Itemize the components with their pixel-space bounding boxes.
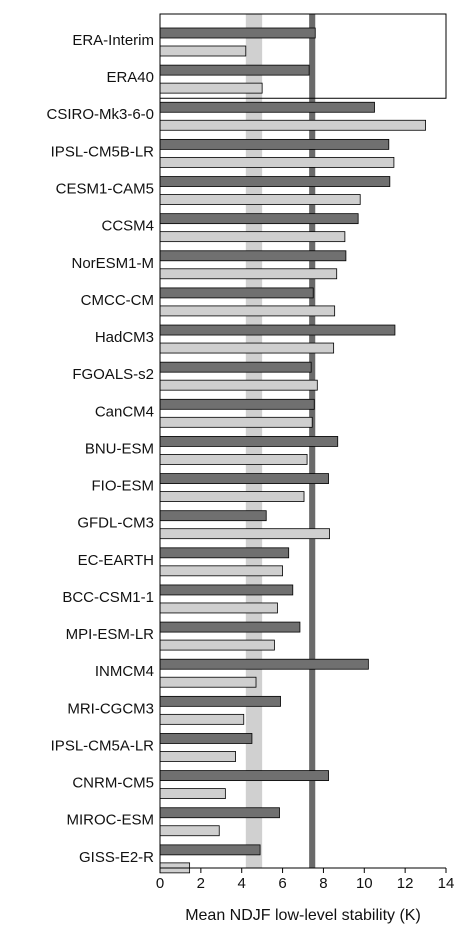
bar <box>159 231 346 243</box>
bar <box>159 713 245 725</box>
y-tick-label: GFDL-CM3 <box>77 515 154 532</box>
bar <box>159 268 338 280</box>
bar <box>159 213 359 225</box>
bar <box>159 639 275 651</box>
bar <box>159 342 335 354</box>
bar <box>159 565 283 577</box>
bar <box>159 695 281 707</box>
bar <box>159 510 267 522</box>
bar <box>159 491 305 502</box>
bar <box>159 324 396 336</box>
y-tick-label: CCSM4 <box>101 218 154 235</box>
bar <box>159 119 426 131</box>
y-tick-label: CanCM4 <box>95 403 154 420</box>
bar <box>159 473 329 484</box>
bar <box>159 250 347 262</box>
x-tick-label: 12 <box>397 875 414 892</box>
y-tick-label: FGOALS-s2 <box>72 366 154 383</box>
y-tick-label: CESM1-CAM5 <box>56 180 154 197</box>
y-tick-label: BNU-ESM <box>85 440 154 457</box>
bar <box>159 436 339 447</box>
bar <box>159 621 301 633</box>
x-tick-label: 0 <box>156 875 164 892</box>
bar <box>159 27 316 39</box>
bar <box>159 101 375 113</box>
x-tick-label: 4 <box>238 875 246 892</box>
bar <box>159 379 318 391</box>
x-axis-label: Mean NDJF low-level stability (K) <box>185 907 421 924</box>
y-tick-label: NorESM1-M <box>71 255 154 272</box>
bar <box>159 305 336 317</box>
y-tick-label: MRI-CGCM3 <box>67 700 154 717</box>
bar <box>159 64 310 76</box>
bar <box>159 751 236 762</box>
bar <box>159 454 308 465</box>
y-tick-label: CSIRO-Mk3-6-0 <box>46 106 154 123</box>
bar <box>159 658 369 670</box>
y-tick-label: MPI-ESM-LR <box>66 626 155 643</box>
bar <box>159 194 361 205</box>
y-tick-label: HadCM3 <box>95 329 154 346</box>
bar <box>159 733 253 744</box>
bar <box>159 156 395 168</box>
y-tick-label: ERA-Interim <box>72 32 154 49</box>
y-tick-label: INMCM4 <box>95 663 154 680</box>
y-tick-label: MIROC-ESM <box>67 812 155 829</box>
bar <box>159 361 312 373</box>
y-tick-label: ERA40 <box>106 69 154 86</box>
bar <box>159 398 315 410</box>
bar <box>159 807 280 819</box>
bar <box>159 547 290 559</box>
y-tick-label: EC-EARTH <box>78 552 154 569</box>
x-tick-label: 14 <box>438 875 455 892</box>
bar <box>159 676 257 688</box>
bar <box>159 825 220 837</box>
bar <box>159 287 314 299</box>
bar <box>159 45 247 57</box>
bar <box>159 82 263 94</box>
y-tick-label: CMCC-CM <box>81 292 154 309</box>
bar <box>159 844 261 856</box>
x-tick-label: 6 <box>278 875 286 892</box>
y-tick-label: FIO-ESM <box>92 478 155 495</box>
bar <box>159 788 226 800</box>
bar <box>159 416 313 428</box>
bar <box>159 176 391 187</box>
x-tick-label: 8 <box>319 875 327 892</box>
bar <box>159 602 278 614</box>
x-tick-label: 2 <box>197 875 205 892</box>
bar <box>159 770 329 782</box>
x-tick-label: 10 <box>356 875 373 892</box>
y-tick-label: GISS-E2-R <box>79 849 154 866</box>
y-tick-label: IPSL-CM5B-LR <box>51 143 155 160</box>
y-tick-label: BCC-CSM1-1 <box>62 589 154 606</box>
bar <box>159 528 330 540</box>
y-tick-label: IPSL-CM5A-LR <box>51 737 155 754</box>
bar <box>159 584 294 596</box>
y-tick-label: CNRM-CM5 <box>72 775 154 792</box>
bar <box>159 138 390 150</box>
